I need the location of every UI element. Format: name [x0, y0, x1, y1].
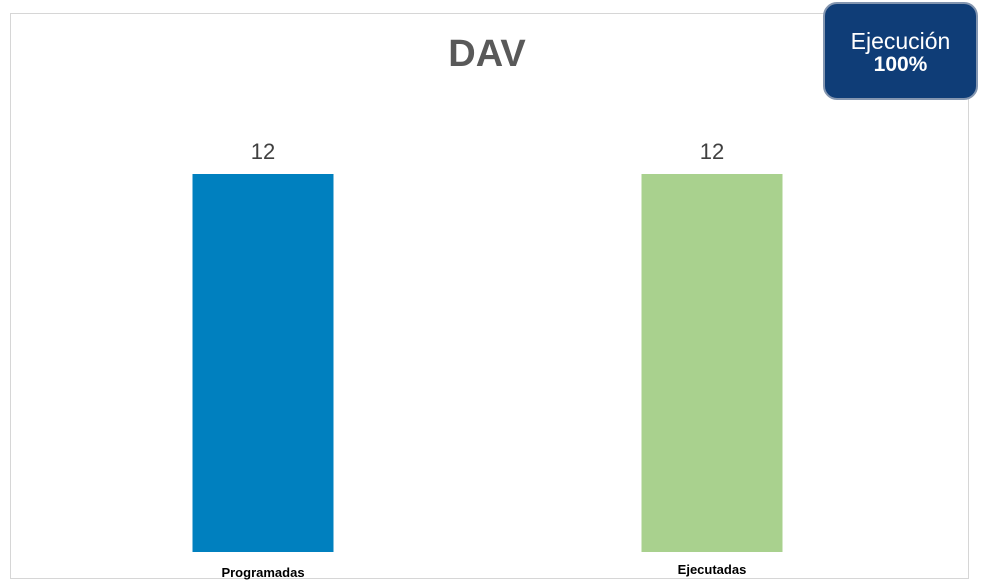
category-label-ejecutadas: Ejecutadas: [678, 562, 747, 577]
execution-badge: Ejecución 100%: [823, 2, 978, 100]
category-label-programadas: Programadas: [221, 565, 304, 580]
data-label-ejecutadas: 12: [700, 139, 724, 164]
data-label-programadas: 12: [251, 139, 275, 164]
bar-programadas: [192, 174, 334, 552]
chart-frame: [10, 13, 969, 579]
execution-badge-value: 100%: [873, 53, 928, 76]
chart-title: DAV: [448, 33, 526, 75]
execution-badge-label: Ejecución: [850, 28, 951, 54]
bar-ejecutadas: [641, 174, 783, 552]
